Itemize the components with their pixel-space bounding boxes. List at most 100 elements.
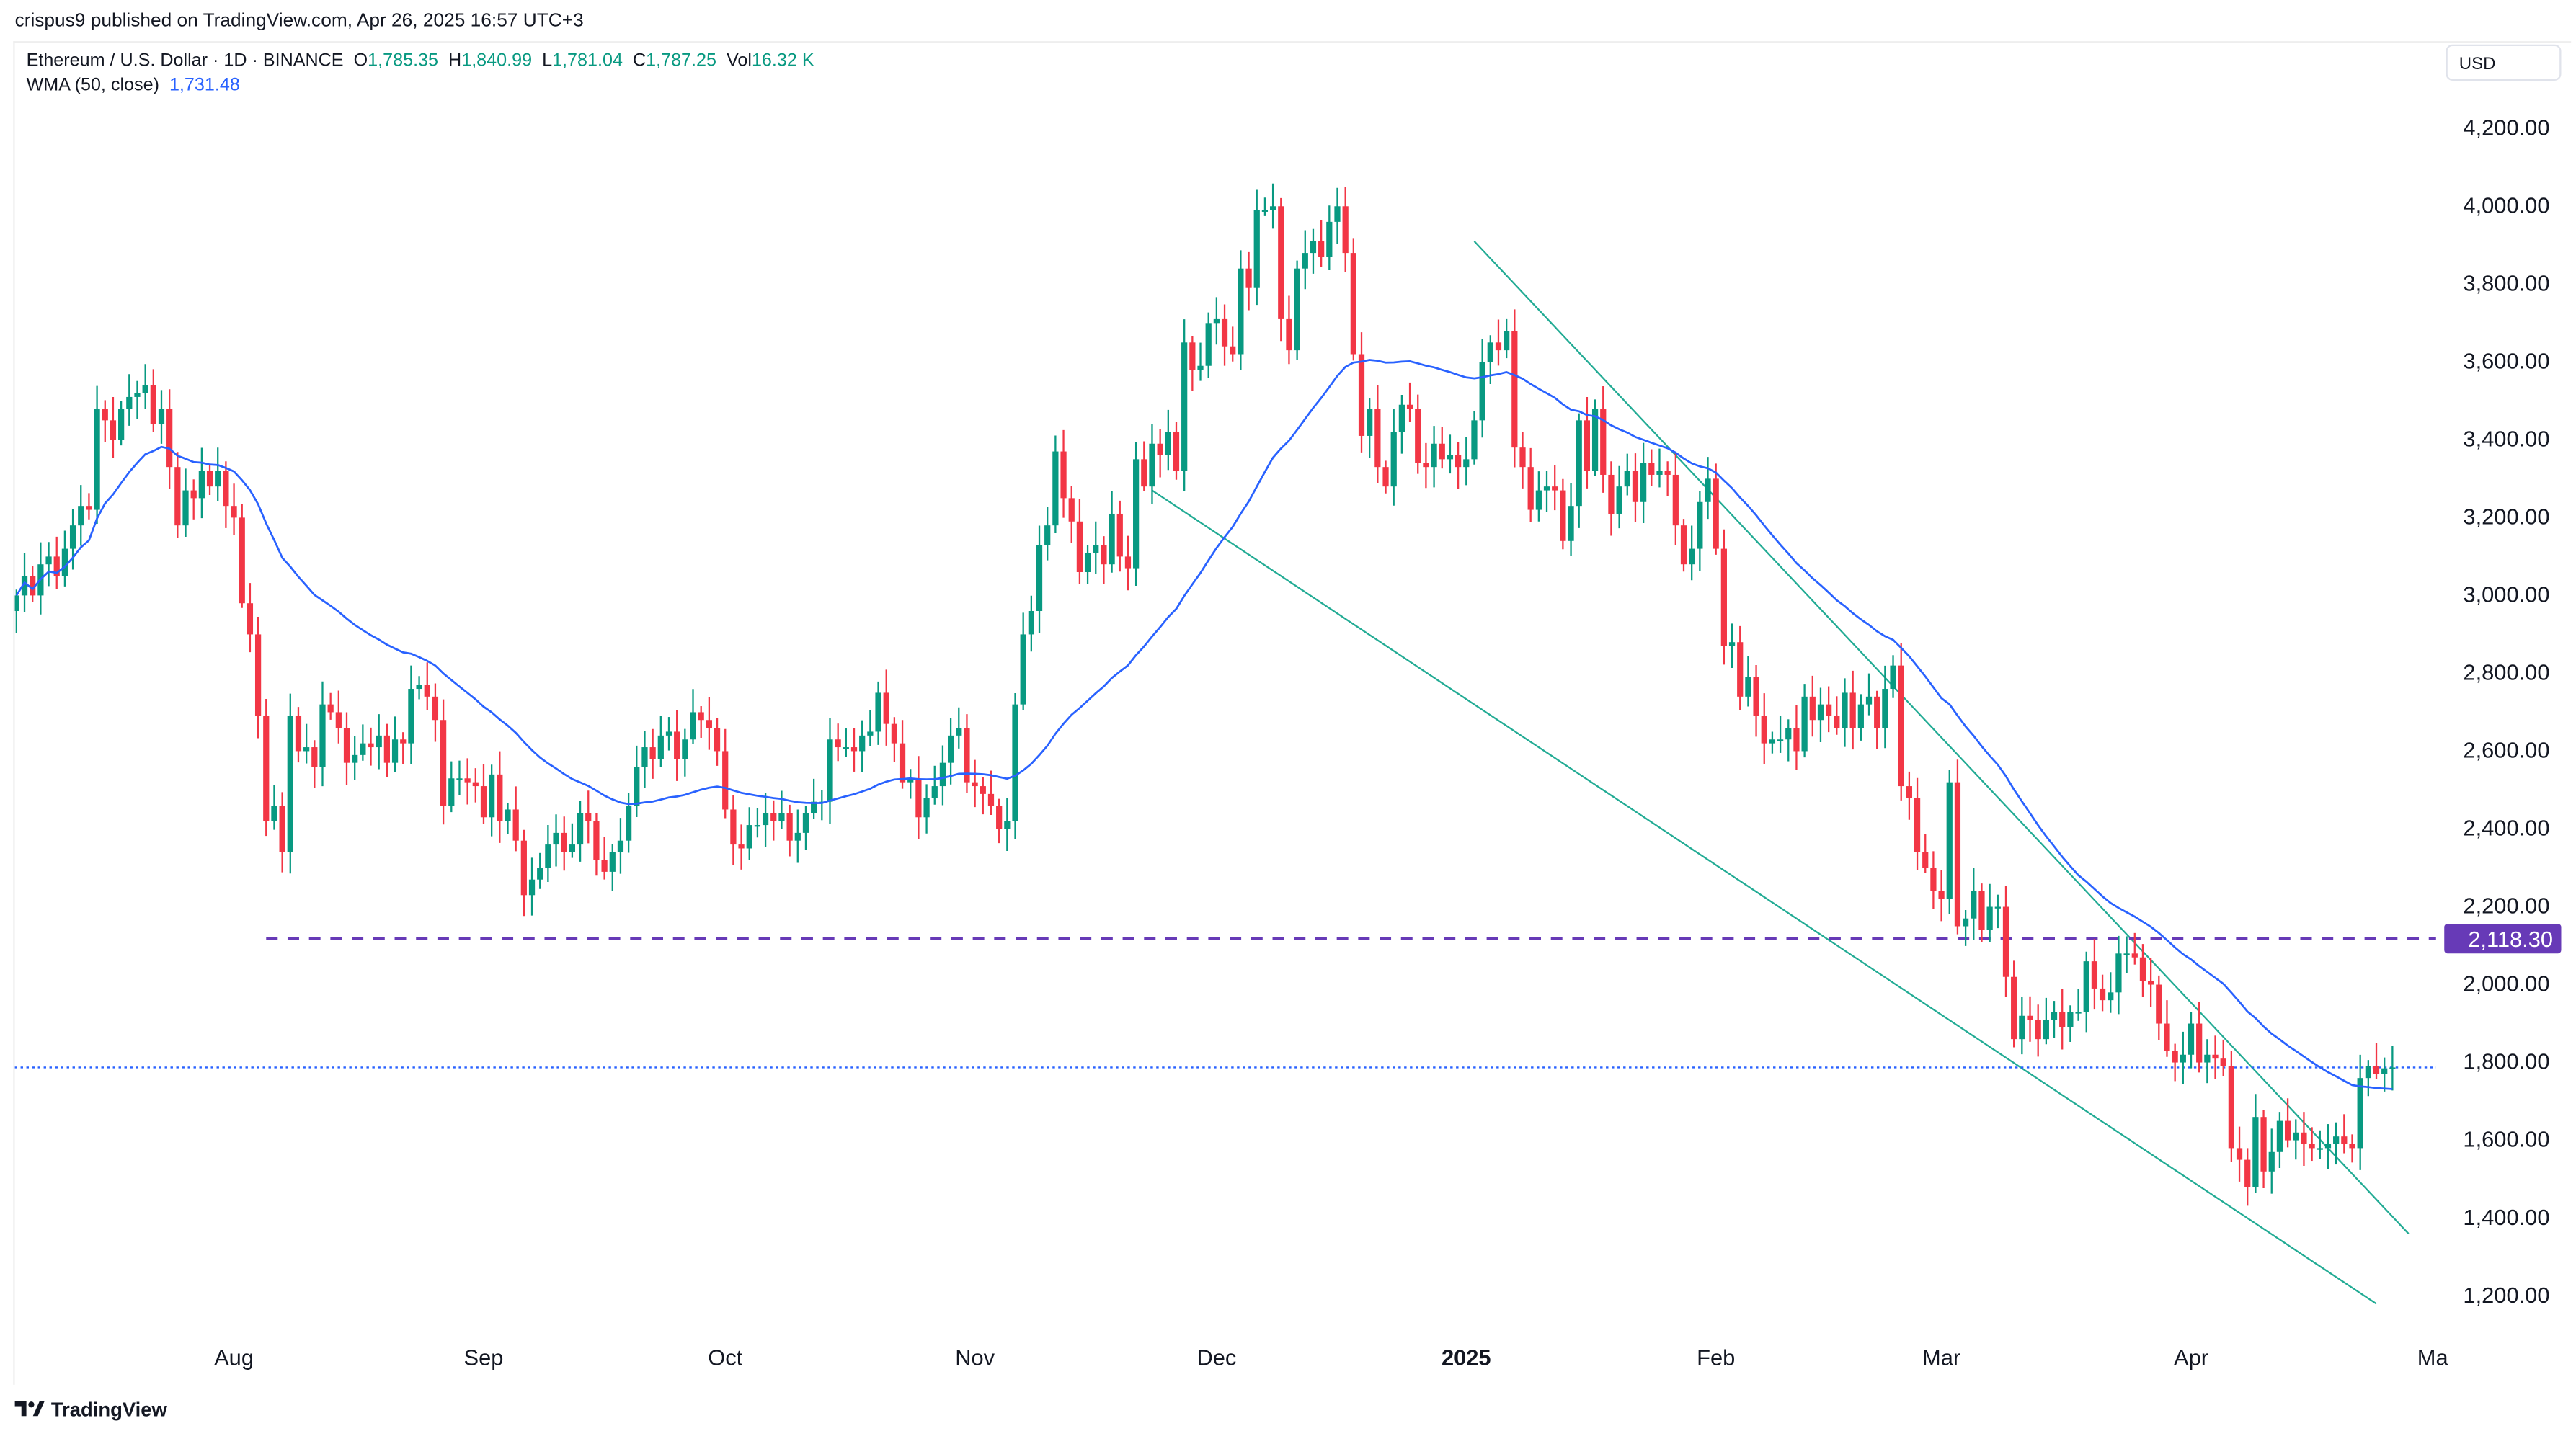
candle-body [472, 782, 479, 787]
candle-body [859, 735, 866, 752]
candle-body [110, 420, 117, 440]
candle-body [1817, 704, 1824, 721]
candle-body [1423, 463, 1429, 468]
candle-body [1511, 331, 1518, 448]
candle-body [1302, 253, 1308, 269]
candle-body [1068, 498, 1075, 522]
high-value: 1,840.99 [461, 50, 533, 71]
candle-body [1245, 268, 1252, 288]
candle-body [1382, 467, 1389, 487]
candle-body [947, 735, 954, 763]
candle-body [352, 754, 358, 763]
tradingview-logo[interactable]: TradingView [14, 1398, 167, 1421]
candle-body [1728, 642, 1736, 646]
candle-body [512, 809, 519, 841]
candle-body [448, 778, 455, 806]
candle-body [1801, 696, 1808, 752]
candle-body [1906, 786, 1913, 798]
indicator-title[interactable]: WMA (50, close) [26, 76, 159, 96]
volume-value: 16.32 K [751, 50, 814, 71]
candle-body [1028, 611, 1034, 635]
candle-body [198, 471, 205, 499]
candle-body [2172, 1051, 2178, 1063]
candle-body [2349, 1144, 2355, 1149]
x-tick-label: Apr [2174, 1345, 2208, 1370]
candle-body [78, 506, 84, 526]
candle-body [1454, 455, 1462, 468]
indicator-legend: WMA (50, close) 1,731.48 [27, 76, 240, 95]
candle-body [1149, 443, 1155, 487]
candle-body [634, 767, 640, 806]
candle-body [1568, 506, 1574, 541]
y-tick-label: 1,400.00 [2463, 1205, 2549, 1230]
symbol-title[interactable]: Ethereum / U.S. Dollar · 1D · BINANCE [26, 50, 344, 71]
candle-body [2011, 976, 2017, 1040]
candle-body [2043, 1020, 2049, 1040]
candle-body [802, 813, 809, 833]
candle-body [21, 576, 28, 596]
y-tick-label: 1,600.00 [2463, 1127, 2549, 1152]
candle-body [1519, 447, 1526, 468]
candle-body [972, 782, 978, 787]
candle-body [1141, 459, 1147, 487]
x-tick-label: Ma [2417, 1345, 2449, 1370]
candle-body [1101, 545, 1107, 565]
candle-body [2341, 1136, 2348, 1144]
candle-body [2035, 1020, 2041, 1040]
candle-body [1230, 346, 1236, 355]
candle-body [1793, 728, 1800, 752]
candle-body [1874, 696, 1880, 728]
candle-body [923, 798, 930, 818]
currency-selector[interactable]: USD [2446, 44, 2562, 81]
candle-body [94, 409, 100, 510]
candle-body [1761, 716, 1767, 744]
candle-body [1591, 409, 1599, 471]
candle-body [1769, 739, 1776, 744]
candle-body [698, 712, 704, 721]
candle-body [2204, 1054, 2211, 1063]
y-tick-label: 3,600.00 [2463, 348, 2549, 373]
candle-body [1713, 478, 1719, 549]
candle-body [335, 712, 342, 728]
candle-body [223, 471, 229, 507]
candle-body [1954, 782, 1961, 927]
y-tick-label: 3,800.00 [2463, 270, 2549, 295]
candle-body [158, 409, 165, 424]
candle-body [440, 720, 447, 806]
candle-body [2317, 1148, 2323, 1150]
candle-body [714, 728, 721, 752]
candle-body [1398, 404, 1405, 432]
candle-body [1962, 918, 1969, 927]
candle-body [2164, 1023, 2170, 1051]
candle-body [2027, 1015, 2033, 1020]
candle-body [722, 751, 729, 810]
candle-body [1318, 241, 1325, 257]
candle-body [2196, 1023, 2203, 1063]
candle-body [1431, 443, 1437, 468]
candle-body [1785, 728, 1792, 740]
candle-body [601, 860, 608, 872]
candle-body [464, 778, 471, 783]
candle-body [295, 716, 302, 752]
candle-body [545, 844, 551, 868]
close-value: 1,787.25 [646, 50, 716, 71]
candle-body [762, 813, 769, 826]
candle-body [69, 525, 76, 549]
candle-body [2236, 1148, 2243, 1160]
x-tick-label: Feb [1697, 1345, 1735, 1370]
candle-body [118, 409, 125, 440]
y-tick-label: 3,400.00 [2463, 426, 2549, 451]
candle-body [657, 735, 664, 759]
candle-body [254, 634, 262, 716]
candle-body [206, 471, 213, 487]
candle-body [1737, 642, 1744, 697]
candle-body [383, 735, 390, 763]
candle-body [964, 728, 970, 783]
candle-body [2252, 1117, 2259, 1187]
candle-body [1745, 677, 1751, 697]
candle-body [1116, 513, 1123, 557]
y-tick-label: 2,600.00 [2463, 738, 2549, 763]
trendline [1151, 489, 2377, 1305]
candle-body [1342, 206, 1349, 254]
